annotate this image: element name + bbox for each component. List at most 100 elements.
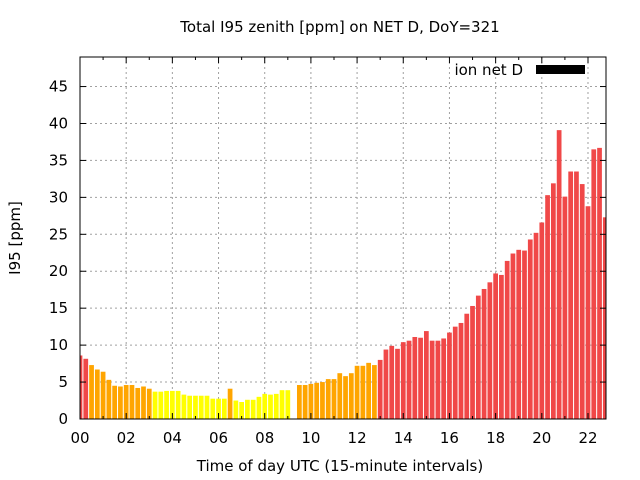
bar bbox=[302, 385, 308, 419]
bar bbox=[210, 398, 216, 419]
bar bbox=[562, 196, 568, 419]
bar bbox=[343, 376, 348, 419]
bar bbox=[441, 338, 447, 419]
x-tick-label: 04 bbox=[163, 429, 182, 447]
bar bbox=[452, 326, 458, 419]
bar bbox=[423, 331, 429, 419]
plot-frame bbox=[79, 56, 607, 420]
y-tick-label: 5 bbox=[58, 373, 68, 391]
bar bbox=[273, 393, 279, 419]
bar bbox=[83, 358, 89, 419]
bar bbox=[233, 400, 239, 419]
x-tick-label: 08 bbox=[255, 429, 274, 447]
bar bbox=[377, 359, 383, 419]
bar bbox=[360, 365, 366, 419]
bar bbox=[447, 332, 452, 419]
bar bbox=[545, 195, 550, 419]
bar bbox=[568, 171, 574, 419]
bar bbox=[464, 313, 470, 419]
bar bbox=[296, 385, 302, 419]
bar bbox=[481, 288, 487, 419]
y-tick-label: 20 bbox=[49, 262, 68, 280]
bar bbox=[227, 388, 233, 419]
y-tick-label: 0 bbox=[58, 410, 68, 428]
y-tick-labels: 0 5 10 15 20 25 30 35 40 45 bbox=[49, 78, 68, 428]
x-tick-label: 02 bbox=[117, 429, 136, 447]
bar bbox=[268, 394, 273, 419]
bar bbox=[389, 345, 395, 419]
bar bbox=[89, 365, 94, 419]
bar bbox=[187, 395, 193, 419]
bar bbox=[94, 369, 100, 419]
bar bbox=[250, 399, 256, 419]
x-tick-label: 00 bbox=[70, 429, 89, 447]
bar bbox=[597, 147, 602, 419]
bar bbox=[216, 398, 221, 419]
x-tick-label: 16 bbox=[440, 429, 459, 447]
bar bbox=[602, 217, 606, 419]
axis-ticks bbox=[79, 57, 606, 420]
bar bbox=[193, 395, 198, 419]
bar bbox=[585, 206, 591, 419]
bar bbox=[400, 342, 406, 419]
x-tick-label: 14 bbox=[394, 429, 413, 447]
bar bbox=[118, 386, 123, 419]
bar bbox=[383, 349, 389, 419]
y-tick-label: 45 bbox=[49, 78, 68, 96]
bar bbox=[239, 402, 244, 419]
bars bbox=[80, 130, 606, 419]
bar bbox=[141, 386, 146, 419]
y-tick-label: 30 bbox=[49, 188, 68, 206]
bar bbox=[533, 232, 539, 419]
bar bbox=[325, 379, 331, 419]
bar bbox=[550, 183, 556, 419]
y-tick-label: 15 bbox=[49, 299, 68, 317]
bar bbox=[256, 396, 262, 419]
bar bbox=[175, 390, 181, 419]
bar bbox=[123, 385, 129, 419]
bar bbox=[279, 390, 285, 419]
bar bbox=[522, 250, 527, 419]
y-tick-label: 40 bbox=[49, 114, 68, 132]
x-tick-label: 12 bbox=[348, 429, 367, 447]
bar bbox=[314, 382, 320, 419]
bar bbox=[354, 365, 360, 419]
x-axis-label: Time of day UTC (15-minute intervals) bbox=[196, 457, 483, 475]
bar bbox=[412, 336, 418, 419]
x-tick-label: 20 bbox=[532, 429, 551, 447]
bar bbox=[574, 171, 579, 419]
x-tick-label: 22 bbox=[578, 429, 597, 447]
bar bbox=[372, 365, 377, 419]
bar bbox=[406, 340, 412, 419]
bar bbox=[395, 348, 400, 419]
bar bbox=[158, 391, 164, 419]
bar bbox=[204, 395, 210, 419]
bar bbox=[556, 130, 562, 419]
bar bbox=[100, 371, 106, 419]
bar bbox=[181, 394, 187, 419]
x-tick-label: 10 bbox=[301, 429, 320, 447]
x-tick-label: 18 bbox=[486, 429, 505, 447]
bar bbox=[510, 253, 516, 419]
bar bbox=[475, 295, 481, 419]
bar bbox=[487, 282, 493, 419]
bar bbox=[337, 373, 343, 419]
bar bbox=[285, 390, 291, 419]
bar bbox=[418, 337, 423, 419]
x-tick-label: 06 bbox=[209, 429, 228, 447]
bar bbox=[106, 379, 112, 419]
chart-title: Total I95 zenith [ppm] on NET D, DoY=321 bbox=[179, 18, 499, 36]
y-tick-label: 35 bbox=[49, 151, 68, 169]
bar bbox=[366, 362, 371, 419]
bar bbox=[245, 399, 250, 419]
bar bbox=[470, 305, 475, 419]
bar bbox=[169, 390, 175, 419]
bar bbox=[112, 385, 118, 419]
legend-swatch bbox=[536, 65, 585, 74]
legend-label: ion net D bbox=[454, 61, 523, 79]
bar bbox=[516, 249, 522, 419]
bar bbox=[348, 373, 354, 419]
bar bbox=[308, 383, 314, 419]
bar bbox=[579, 184, 585, 419]
bar bbox=[539, 222, 545, 419]
